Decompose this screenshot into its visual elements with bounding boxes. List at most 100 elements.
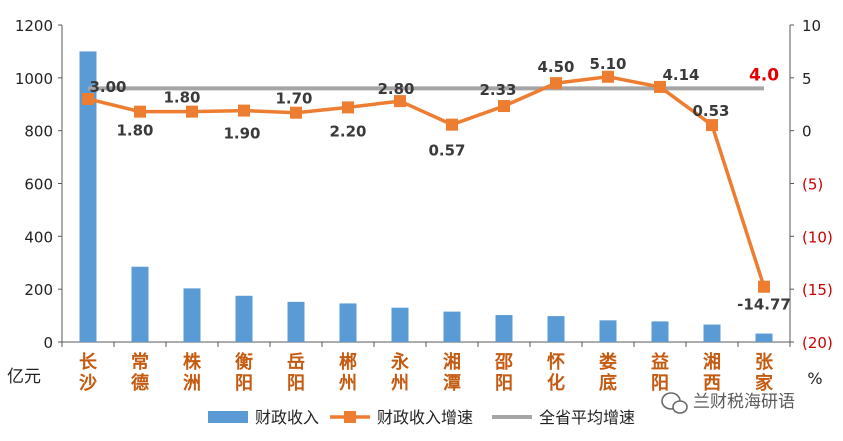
wechat-icon-bubble <box>672 400 688 414</box>
watermark: 兰财税海研语 <box>661 392 795 414</box>
average-line-group: 4.0 <box>88 65 779 91</box>
category-label: 沙 <box>79 373 97 394</box>
growth-marker <box>134 105 146 118</box>
left-tick-label: 1200 <box>15 17 53 35</box>
legend-label: 财政收入增速 <box>377 408 473 427</box>
category-label: 常 <box>131 351 149 373</box>
growth-marker <box>498 100 510 113</box>
category-label: 阳 <box>651 373 669 394</box>
left-tick-label: 800 <box>24 123 53 141</box>
category-label: 德 <box>131 372 149 394</box>
bar <box>755 333 773 342</box>
growth-data-label: 0.57 <box>428 142 465 160</box>
bar <box>703 324 721 342</box>
right-tick-label: 0 <box>802 123 812 141</box>
right-tick-label: 10 <box>802 17 821 35</box>
growth-data-label: 4.14 <box>662 66 699 84</box>
growth-marker <box>394 95 406 108</box>
right-tick-label: 5 <box>802 70 812 88</box>
watermark-text: 兰财税海研语 <box>693 392 795 412</box>
growth-data-label: 1.80 <box>116 122 153 140</box>
category-label: 郴 <box>339 351 357 373</box>
right-tick-label: (5) <box>802 176 823 194</box>
bar <box>79 51 97 343</box>
category-label: 湘 <box>703 351 721 373</box>
growth-marker <box>654 80 666 93</box>
growth-marker <box>602 70 614 83</box>
bar <box>183 288 201 342</box>
category-label: 益 <box>651 351 669 373</box>
growth-data-label: 1.70 <box>275 90 312 108</box>
growth-data-label: 4.50 <box>537 58 574 76</box>
bar <box>443 311 461 342</box>
bar <box>131 266 149 342</box>
growth-marker <box>550 77 562 90</box>
legend: 财政收入 财政收入增速 全省平均增速 <box>208 408 635 427</box>
growth-data-label: 2.33 <box>479 81 516 99</box>
growth-marker <box>290 106 302 119</box>
category-label: 岳 <box>287 352 305 373</box>
category-label: 化 <box>547 372 565 394</box>
left-tick-label: 0 <box>43 334 53 352</box>
growth-data-label: 2.80 <box>377 80 414 98</box>
category-label: 底 <box>599 372 617 394</box>
category-label: 株 <box>183 351 202 373</box>
legend-label: 全省平均增速 <box>539 408 635 427</box>
category-label: 长 <box>79 352 98 373</box>
right-tick-label: (20) <box>802 334 833 352</box>
category-label: 州 <box>338 373 357 394</box>
bars-group <box>79 51 773 343</box>
category-label: 怀 <box>547 352 565 373</box>
category-label: 西 <box>703 373 721 394</box>
category-label: 州 <box>390 373 409 394</box>
bar <box>235 295 253 342</box>
growth-data-label: 0.53 <box>692 102 729 120</box>
data-labels-group: 3.00 1.80 1.80 1.90 1.70 2.20 2.80 0.57 2.33 4.50… <box>89 55 790 314</box>
bar <box>339 303 357 342</box>
growth-marker <box>186 105 198 118</box>
growth-data-label: 1.90 <box>223 125 260 143</box>
growth-marker <box>238 104 250 117</box>
average-label: 4.0 <box>749 65 779 85</box>
category-label: 衡 <box>235 351 253 373</box>
growth-marker <box>446 118 458 131</box>
growth-line <box>87 75 766 288</box>
bar <box>599 320 617 342</box>
category-label: 阳 <box>287 373 305 394</box>
category-label: 湘 <box>443 351 461 373</box>
bar <box>651 321 669 342</box>
bar <box>287 301 305 342</box>
legend-swatch-bar <box>208 411 248 423</box>
left-tick-label: 1000 <box>15 70 53 88</box>
growth-data-label: 1.80 <box>163 89 200 107</box>
growth-data-label: 3.00 <box>89 78 126 96</box>
bar <box>547 316 565 342</box>
bar <box>495 315 513 342</box>
growth-data-label: 5.10 <box>589 55 626 73</box>
axes: 0 200 400 600 800 1000 1200 (20) (15) (10) (5) 0 5 10… <box>7 17 833 394</box>
category-label: 潭 <box>443 373 461 394</box>
left-tick-label: 400 <box>24 228 53 246</box>
right-axis-unit: % <box>807 369 822 388</box>
right-tick-label: (15) <box>802 281 833 299</box>
category-label: 阳 <box>235 373 253 394</box>
category-label: 阳 <box>495 373 513 394</box>
category-label: 娄 <box>599 351 617 373</box>
growth-line-group <box>82 70 770 293</box>
legend-swatch-marker <box>344 411 356 423</box>
bar <box>391 307 409 342</box>
growth-marker <box>342 101 354 114</box>
growth-marker <box>706 119 718 132</box>
left-tick-label: 200 <box>24 281 53 299</box>
category-label: 洲 <box>183 373 201 394</box>
growth-data-label: 2.20 <box>329 122 366 140</box>
left-tick-label: 600 <box>24 176 53 194</box>
growth-marker <box>82 92 94 105</box>
growth-marker <box>758 280 770 293</box>
category-label: 家 <box>755 372 774 394</box>
left-axis-unit: 亿元 <box>7 367 41 387</box>
category-label: 永 <box>390 351 409 373</box>
category-label: 张 <box>755 352 774 373</box>
